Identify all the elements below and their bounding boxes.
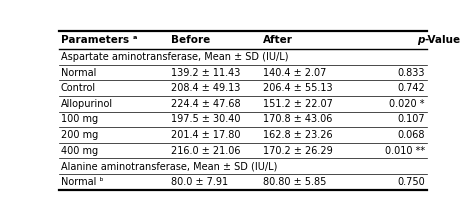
Text: Before: Before <box>171 35 210 45</box>
Text: 0.020 *: 0.020 * <box>389 99 425 109</box>
Text: -Value: -Value <box>425 35 461 45</box>
Text: p: p <box>418 35 425 45</box>
Text: 400 mg: 400 mg <box>61 146 98 156</box>
Text: 80.0 ± 7.91: 80.0 ± 7.91 <box>171 177 228 187</box>
Text: 208.4 ± 49.13: 208.4 ± 49.13 <box>171 83 241 93</box>
Text: After: After <box>263 35 293 45</box>
Text: Allopurinol: Allopurinol <box>61 99 113 109</box>
Text: 80.80 ± 5.85: 80.80 ± 5.85 <box>263 177 327 187</box>
Text: Aspartate aminotransferase, Mean ± SD (IU/L): Aspartate aminotransferase, Mean ± SD (I… <box>61 52 288 62</box>
Text: 139.2 ± 11.43: 139.2 ± 11.43 <box>171 68 241 78</box>
Text: Normal ᵇ: Normal ᵇ <box>61 177 103 187</box>
Text: 200 mg: 200 mg <box>61 130 98 140</box>
Text: 0.742: 0.742 <box>397 83 425 93</box>
Text: 140.4 ± 2.07: 140.4 ± 2.07 <box>263 68 327 78</box>
Text: Control: Control <box>61 83 96 93</box>
Text: 170.2 ± 26.29: 170.2 ± 26.29 <box>263 146 333 156</box>
Text: 216.0 ± 21.06: 216.0 ± 21.06 <box>171 146 241 156</box>
Text: 151.2 ± 22.07: 151.2 ± 22.07 <box>263 99 333 109</box>
Text: 0.107: 0.107 <box>397 114 425 124</box>
Text: 0.068: 0.068 <box>397 130 425 140</box>
Text: 170.8 ± 43.06: 170.8 ± 43.06 <box>263 114 332 124</box>
Text: 201.4 ± 17.80: 201.4 ± 17.80 <box>171 130 241 140</box>
Text: 197.5 ± 30.40: 197.5 ± 30.40 <box>171 114 241 124</box>
Text: 0.833: 0.833 <box>397 68 425 78</box>
Text: 224.4 ± 47.68: 224.4 ± 47.68 <box>171 99 241 109</box>
Text: 0.750: 0.750 <box>397 177 425 187</box>
Text: Parameters ᵃ: Parameters ᵃ <box>61 35 137 45</box>
Text: Normal: Normal <box>61 68 96 78</box>
Text: Alanine aminotransferase, Mean ± SD (IU/L): Alanine aminotransferase, Mean ± SD (IU/… <box>61 161 277 171</box>
Text: 0.010 **: 0.010 ** <box>384 146 425 156</box>
Text: 162.8 ± 23.26: 162.8 ± 23.26 <box>263 130 333 140</box>
Text: 206.4 ± 55.13: 206.4 ± 55.13 <box>263 83 333 93</box>
Text: 100 mg: 100 mg <box>61 114 98 124</box>
